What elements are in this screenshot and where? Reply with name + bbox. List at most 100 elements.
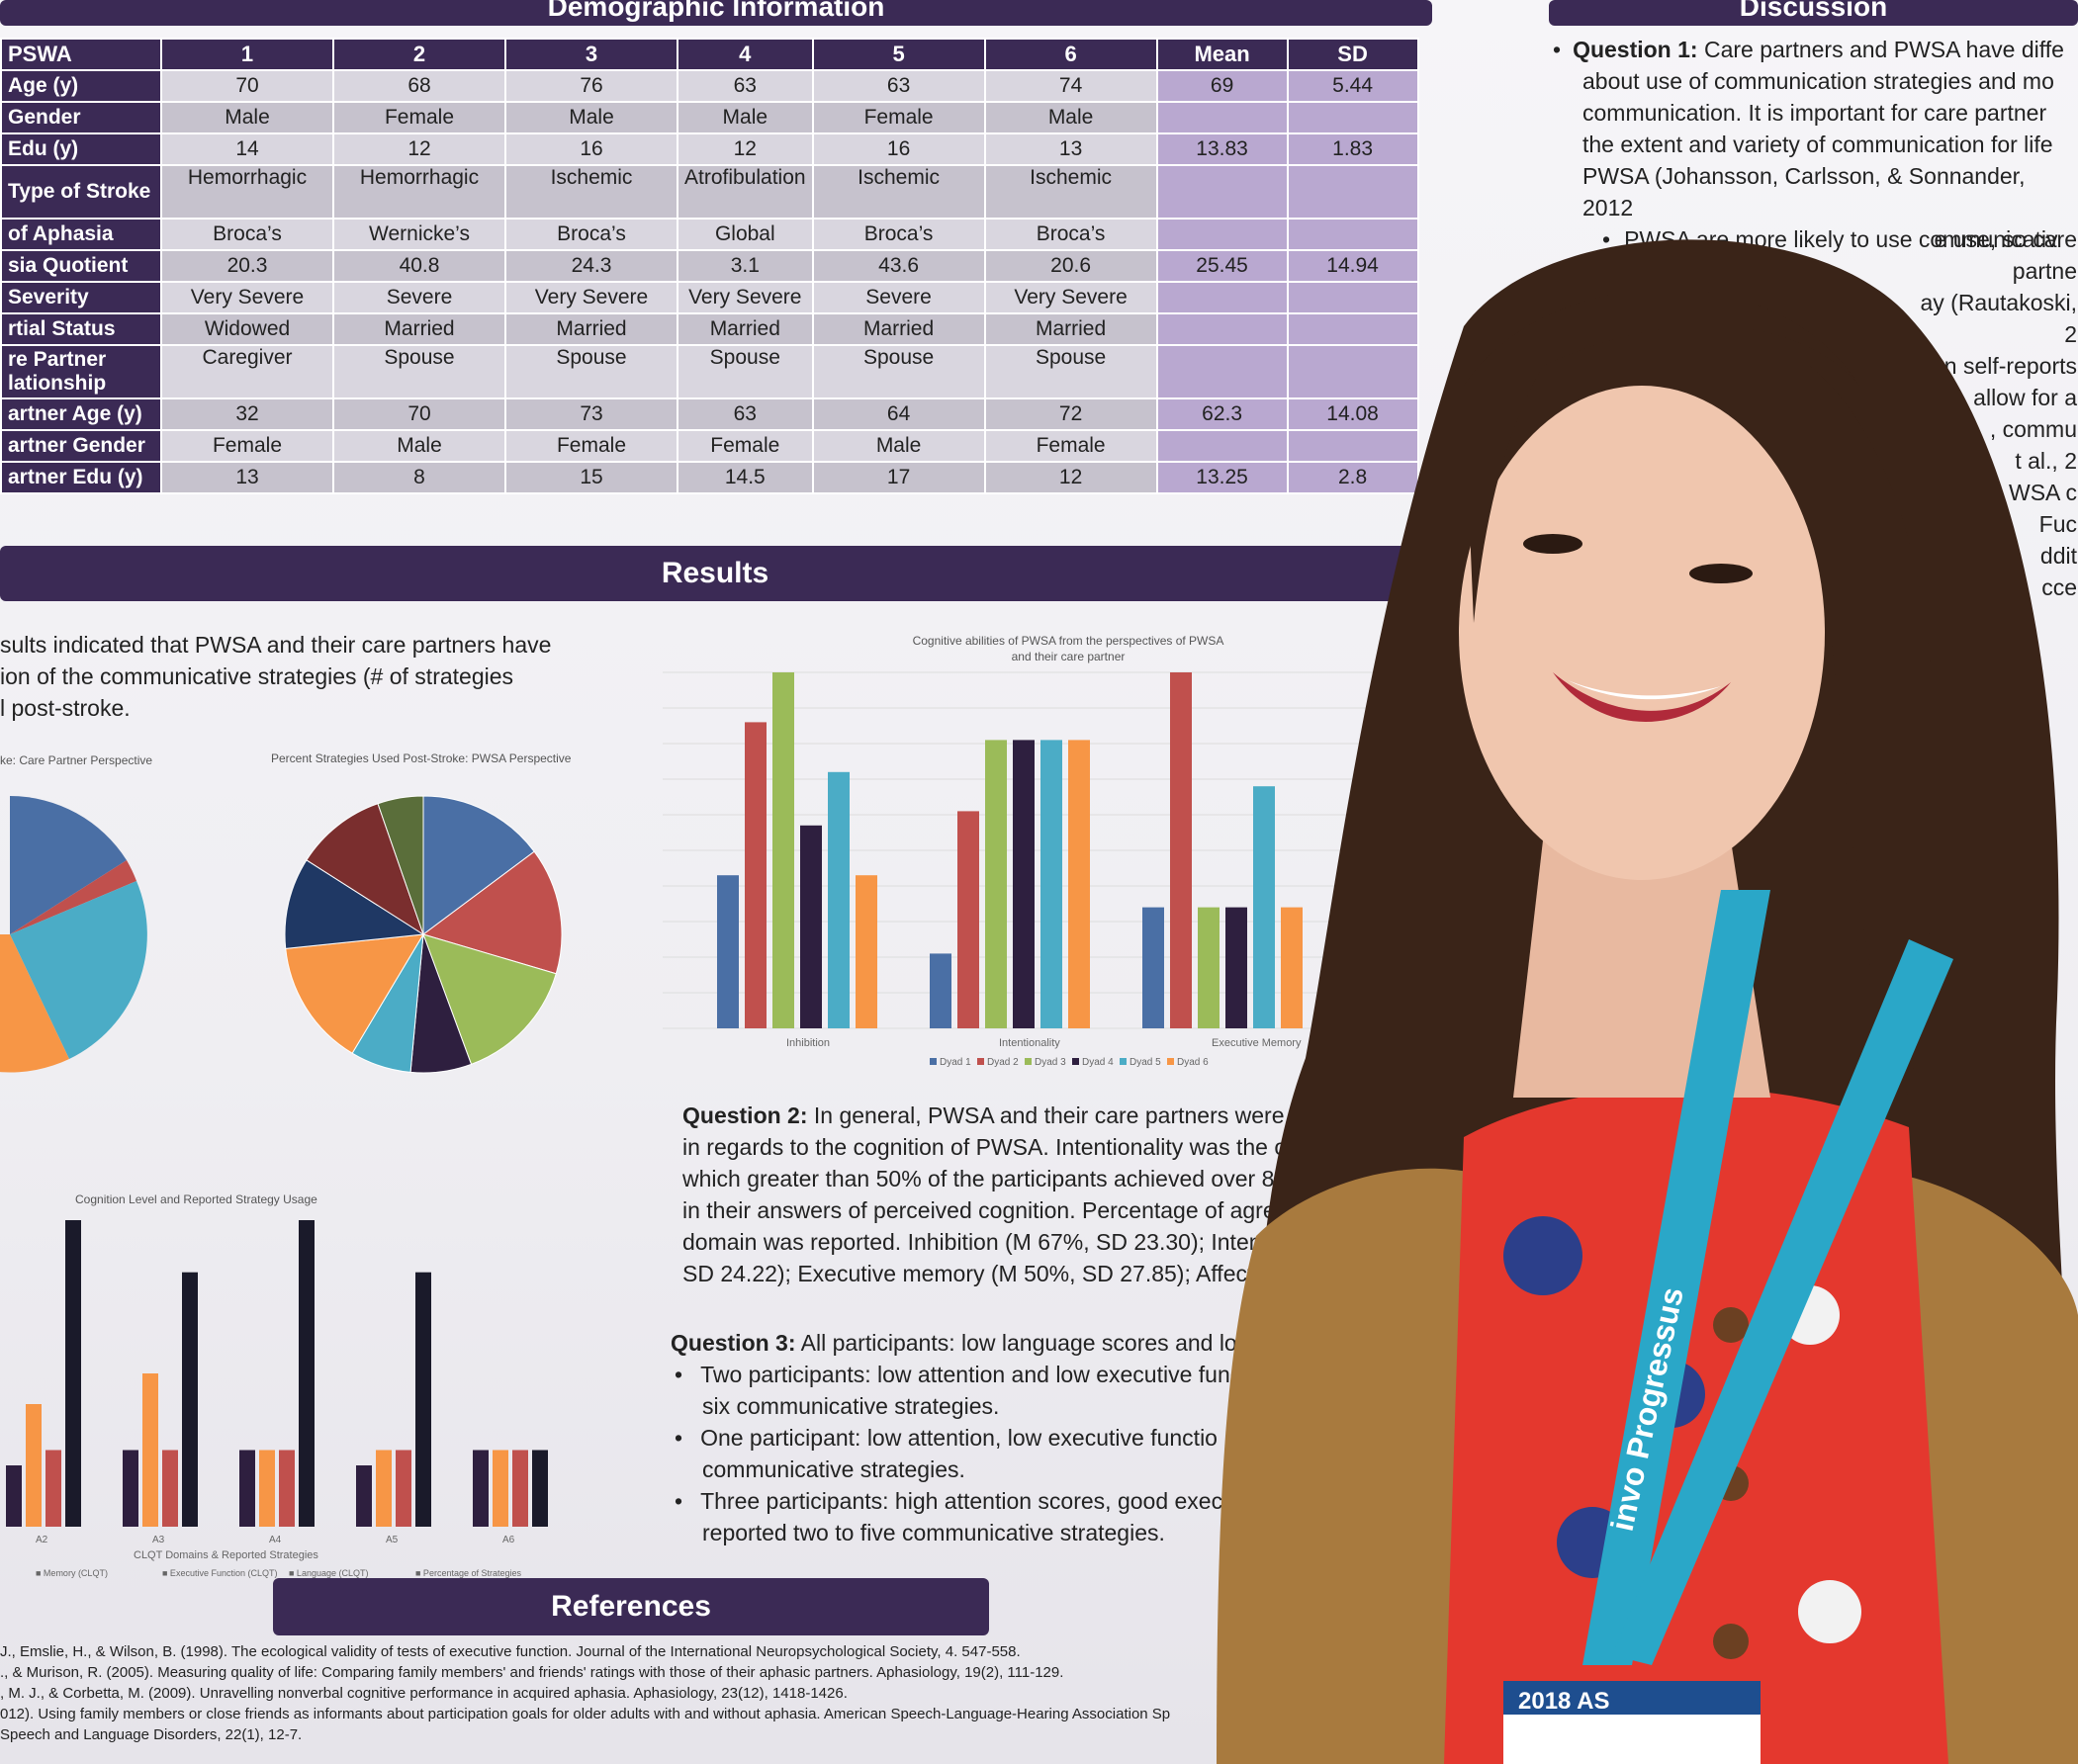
table-row: artner Edu (y) 13 8 15 14.5 17 12 13.25 2.8 xyxy=(0,461,1419,494)
table-sd-cell: 14.08 xyxy=(1286,397,1419,431)
row-label: Age (y) xyxy=(0,69,162,103)
table-mean-cell: 62.3 xyxy=(1155,397,1289,431)
pie2-slice xyxy=(285,933,424,1054)
table-mean-cell: 13.83 xyxy=(1155,132,1289,166)
discussion-tail: n self-reports xyxy=(1943,353,2077,379)
table-header: 1 xyxy=(160,38,334,71)
table-sd-cell xyxy=(1286,164,1419,220)
pie2-slice xyxy=(377,795,424,935)
table-sd-cell xyxy=(1286,312,1419,346)
table-row: sia Quotient 20.3 40.8 24.3 3.1 43.6 20.6 25.45… xyxy=(0,249,1419,283)
reference-item: ., & Murison, R. (2005). Measuring quali… xyxy=(0,1664,1064,1681)
bar2-legend-label: ■ Language (CLQT) xyxy=(289,1568,368,1578)
bar1-legend-label: Dyad 5 xyxy=(1129,1057,1161,1068)
table-cell: Hemorrhagic xyxy=(332,164,506,220)
bar1-category-label: Executive Memory xyxy=(1212,1037,1302,1049)
discussion-tail: cce xyxy=(2041,574,2077,600)
face xyxy=(1459,386,1825,880)
q3-bullet: Three participants: high attention score… xyxy=(700,1488,1235,1514)
table-header: 5 xyxy=(811,38,986,71)
table-header: 3 xyxy=(504,38,678,71)
bar1-bar xyxy=(828,771,850,1028)
table-cell: 12 xyxy=(677,132,814,166)
bar2-legend-label: ■ Executive Function (CLQT) xyxy=(162,1568,277,1578)
bar1-category-label: Inhibition xyxy=(786,1037,830,1049)
table-cell: 12 xyxy=(983,461,1158,494)
bar2-bar xyxy=(142,1373,158,1527)
person-photo: invo Progressus 2018 AS xyxy=(1217,239,2078,1764)
bar2-category-label: A2 xyxy=(36,1535,48,1545)
bar2-legend-label: ■ Memory (CLQT) xyxy=(36,1568,108,1578)
cardigan xyxy=(1217,1168,1513,1764)
q3-head: All participants: low language scores an… xyxy=(800,1330,1279,1356)
table-sd-cell xyxy=(1286,101,1419,134)
bar1-legend-swatch xyxy=(930,1058,937,1065)
table-cell: 12 xyxy=(332,132,506,166)
table-cell: 14.5 xyxy=(677,461,814,494)
reference-item: , M. J., & Corbetta, M. (2009). Unravell… xyxy=(0,1685,848,1702)
pie2-slice xyxy=(421,850,563,975)
pie1-slice xyxy=(0,934,69,1073)
table-cell: Atrofibulation xyxy=(677,164,814,220)
table-mean-cell xyxy=(1155,101,1289,134)
reference-item: Speech and Language Disorders, 22(1), 12… xyxy=(0,1726,303,1743)
discussion-line: PWSA (Johansson, Carlsson, & Sonnander, … xyxy=(1582,163,2026,220)
bar2-category-label: A4 xyxy=(269,1535,282,1545)
bar1-chart: Inhibition Intentionality Executive Memory… xyxy=(663,671,1434,1068)
table-cell: Broca’s xyxy=(811,218,986,251)
table-cell: Ischemic xyxy=(811,164,986,220)
table-sd-cell xyxy=(1286,218,1419,251)
bar1-bar xyxy=(1281,907,1303,1028)
bar1-bar xyxy=(1253,786,1275,1028)
bar2-bar xyxy=(65,1220,81,1527)
bar2-category-label: A3 xyxy=(152,1535,165,1545)
pie1-slice xyxy=(10,796,127,934)
table-mean-cell xyxy=(1155,344,1289,399)
table-row: rtial Status Widowed Married Married Married… xyxy=(0,312,1419,346)
table-cell: 17 xyxy=(811,461,986,494)
table-row: of Aphasia Broca’s Wernicke’s Broca’s Global… xyxy=(0,218,1419,251)
bar1-bar xyxy=(1142,907,1164,1028)
table-cell: Very Severe xyxy=(504,281,678,314)
bar2-bar xyxy=(356,1465,372,1527)
table-cell: 13 xyxy=(983,132,1158,166)
table-row: artner Age (y) 32 70 73 63 64 72 62.3 14.08 xyxy=(0,397,1419,431)
bar1-bar xyxy=(1198,907,1220,1028)
row-label: Edu (y) xyxy=(0,132,162,166)
hair-side xyxy=(1810,366,1937,1098)
bar2-bar xyxy=(299,1220,315,1527)
table-header: SD xyxy=(1286,38,1419,71)
q2-line: in their answers of perceived cognition.… xyxy=(682,1197,1308,1223)
discussion-tail: ay (Rautakoski, 2 xyxy=(1920,290,2077,347)
discussion-tail: Fuc xyxy=(2038,511,2077,537)
bar1-bar xyxy=(1170,672,1192,1028)
table-cell: Male xyxy=(983,101,1158,134)
table-mean-cell: 25.45 xyxy=(1155,249,1289,283)
table-cell: Spouse xyxy=(811,344,986,399)
pie2-slice xyxy=(306,803,424,936)
bar2-bar xyxy=(532,1450,548,1527)
row-label: Severity xyxy=(0,281,162,314)
lanyard xyxy=(1612,939,1953,1665)
bar1-bar xyxy=(772,672,794,1028)
bar1-legend-swatch xyxy=(1120,1058,1127,1065)
badge-text: 2018 AS xyxy=(1518,1688,1610,1715)
bar1-bar xyxy=(1040,740,1062,1028)
bar1-legend-label: Dyad 3 xyxy=(1035,1057,1066,1068)
table-cell: Wernicke’s xyxy=(332,218,506,251)
q1-label: Question 1: xyxy=(1573,37,1698,62)
pie2-title: Percent Strategies Used Post-Stroke: PWS… xyxy=(271,751,572,765)
pie1-slice xyxy=(10,860,136,934)
table-cell: 20.3 xyxy=(160,249,334,283)
table-cell: Global xyxy=(677,218,814,251)
table-cell: Married xyxy=(504,312,678,346)
table-cell: 63 xyxy=(811,69,986,103)
results-heading: Results xyxy=(0,546,1430,601)
table-header: 4 xyxy=(677,38,814,71)
row-label: sia Quotient xyxy=(0,249,162,283)
discussion-line: communication. It is important for care … xyxy=(1582,100,2047,126)
q3-bullet: communicative strategies. xyxy=(702,1456,965,1482)
q3-bullet: One participant: low attention, low exec… xyxy=(700,1425,1218,1451)
results-intro-line: ion of the communicative strategies (# o… xyxy=(0,663,514,689)
pie2-slice xyxy=(422,795,535,935)
